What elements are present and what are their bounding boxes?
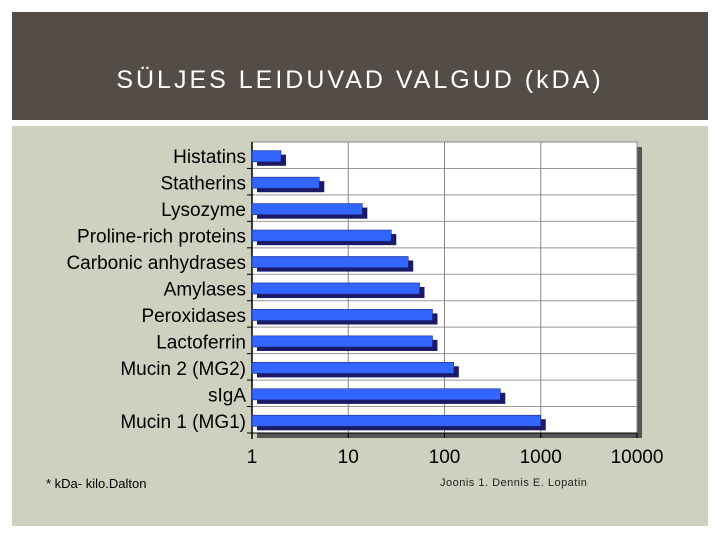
x-tick-label: 10 [338, 447, 359, 468]
x-tick-label: 10000 [611, 447, 664, 468]
category-label: Carbonic anhydrases [66, 253, 246, 274]
category-label: Histatins [173, 147, 246, 168]
bar [251, 150, 282, 163]
bar [251, 282, 420, 295]
bar [251, 414, 542, 427]
bar [251, 176, 320, 189]
bar [251, 309, 433, 321]
bar [251, 388, 501, 401]
category-label: Mucin 1 (MG1) [120, 412, 246, 433]
bar [251, 362, 455, 374]
slide-title: SÜLJES LEIDUVAD VALGUD (kDA) [116, 66, 604, 94]
category-label: Proline-rich proteins [77, 227, 246, 248]
x-tick-label: 100 [429, 447, 461, 468]
category-label: Lactoferrin [156, 332, 246, 353]
category-label: sIgA [208, 385, 246, 406]
category-label: Mucin 2 (MG2) [120, 359, 246, 380]
bar [251, 335, 433, 348]
bar [251, 203, 363, 215]
bar [251, 229, 392, 242]
footnote: * kDa- kilo.Dalton [46, 476, 147, 491]
category-label: Lysozyme [161, 200, 246, 221]
x-tick-label: 1000 [520, 447, 562, 468]
bar [251, 256, 409, 268]
x-tick-label: 1 [247, 447, 258, 468]
slide-header: SÜLJES LEIDUVAD VALGUD (kDA) [12, 12, 708, 120]
category-label: Peroxidases [141, 306, 246, 327]
source-caption: Joonis 1. Dennis E. Lopatin [440, 477, 588, 489]
category-label: Amylases [164, 280, 246, 301]
category-label: Statherins [160, 174, 246, 195]
